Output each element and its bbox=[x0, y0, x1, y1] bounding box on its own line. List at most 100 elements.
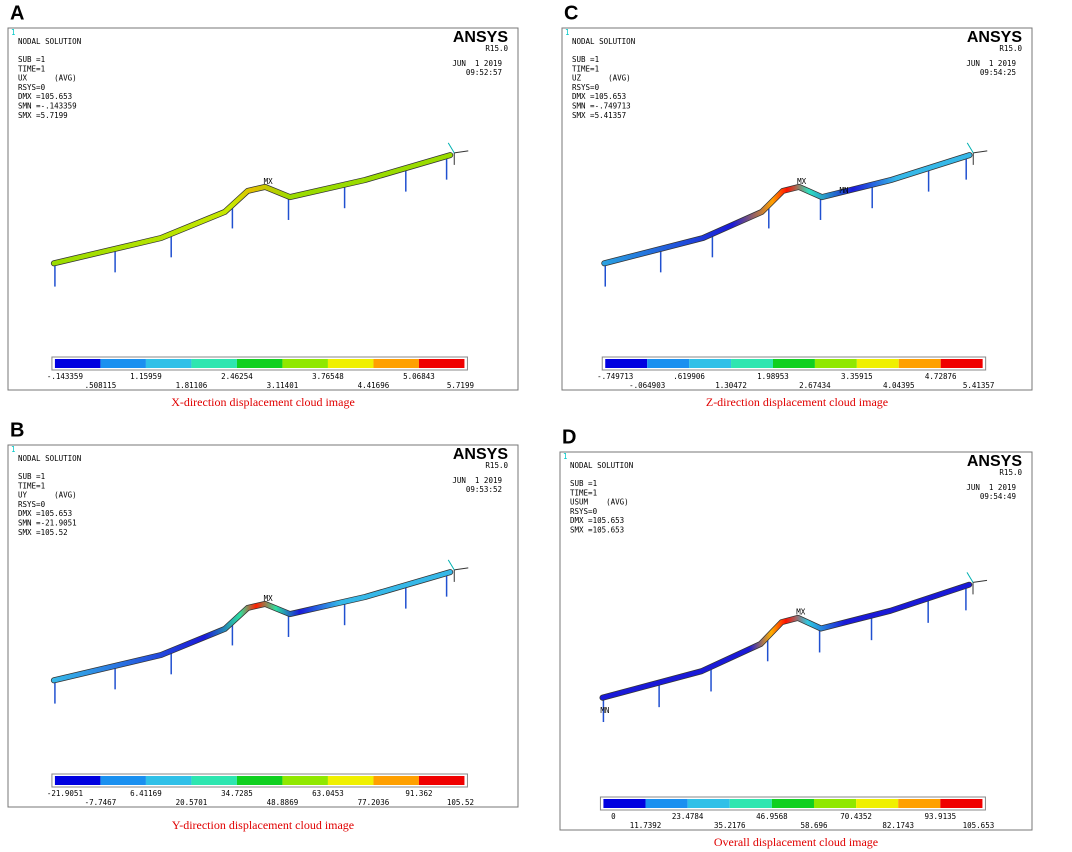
header-line: SUB =1 bbox=[18, 472, 45, 481]
legend-swatch bbox=[729, 799, 772, 808]
time: 09:54:25 bbox=[980, 68, 1016, 77]
triad bbox=[447, 142, 455, 154]
header-line: DMX =105.653 bbox=[570, 516, 624, 525]
legend-swatch bbox=[898, 799, 941, 808]
brand: ANSYS bbox=[453, 29, 508, 46]
legend-swatch bbox=[898, 359, 941, 368]
header-line: DMX =105.653 bbox=[18, 509, 72, 518]
legend-label: 20.5701 bbox=[176, 798, 208, 807]
legend-label: 70.4352 bbox=[840, 812, 872, 821]
legend-label: 1.81106 bbox=[176, 381, 208, 390]
legend-swatch bbox=[100, 359, 146, 368]
panel-letter: C bbox=[564, 2, 578, 24]
legend-label: 63.0453 bbox=[312, 789, 344, 798]
legend-swatch bbox=[940, 359, 983, 368]
legend-label: 82.1743 bbox=[882, 821, 914, 830]
legend-label: 11.7392 bbox=[630, 821, 662, 830]
legend-label: 46.9568 bbox=[756, 812, 788, 821]
panel-letter: A bbox=[10, 2, 24, 24]
date: JUN 1 2019 bbox=[966, 483, 1016, 492]
header-line: USUM (AVG) bbox=[570, 498, 629, 507]
legend-label: -.064903 bbox=[629, 381, 665, 390]
header-line: SMN =-.749713 bbox=[572, 102, 631, 111]
header-line: DMX =105.653 bbox=[18, 92, 72, 101]
header-line: TIME=1 bbox=[572, 64, 599, 73]
legend-frame bbox=[51, 356, 468, 371]
brand: ANSYS bbox=[967, 453, 1022, 470]
legend-swatch bbox=[145, 359, 192, 368]
legend-swatch bbox=[191, 776, 237, 785]
date: JUN 1 2019 bbox=[452, 59, 502, 68]
legend-label: 4.04395 bbox=[883, 381, 915, 390]
header-line: NODAL SOLUTION bbox=[572, 37, 635, 46]
window-number: 1 bbox=[563, 452, 568, 461]
header-line: SMN =-21.9051 bbox=[18, 519, 77, 528]
legend-label: 5.41357 bbox=[963, 381, 995, 390]
beam bbox=[51, 569, 453, 683]
legend-label: 35.2176 bbox=[714, 821, 746, 830]
legend-frame bbox=[51, 773, 468, 788]
legend-swatch bbox=[54, 776, 101, 785]
legend-label: 2.46254 bbox=[221, 372, 253, 381]
legend-frame bbox=[599, 796, 986, 811]
legend-label: 1.98953 bbox=[757, 372, 789, 381]
header-line: SUB =1 bbox=[572, 55, 599, 64]
header-line: NODAL SOLUTION bbox=[570, 461, 633, 470]
window-number: 1 bbox=[11, 28, 16, 37]
legend-label: 23.4784 bbox=[672, 812, 704, 821]
legend-label: -.143359 bbox=[47, 372, 83, 381]
header-line: RSYS=0 bbox=[570, 507, 598, 516]
brand: ANSYS bbox=[453, 446, 508, 463]
legend-label: 105.52 bbox=[447, 798, 474, 807]
window-number: 1 bbox=[565, 28, 570, 37]
legend-swatch bbox=[236, 359, 283, 368]
node-label: MX bbox=[264, 177, 274, 186]
legend-label: 5.06843 bbox=[403, 372, 435, 381]
triad bbox=[973, 150, 988, 154]
version: R15.0 bbox=[485, 44, 508, 53]
legend-label: 3.11401 bbox=[267, 381, 299, 390]
version: R15.0 bbox=[999, 44, 1022, 53]
legend-label: 91.362 bbox=[405, 789, 432, 798]
triad bbox=[972, 579, 988, 583]
version: R15.0 bbox=[999, 468, 1022, 477]
header-line: TIME=1 bbox=[18, 481, 45, 490]
header-line: SMX =5.7199 bbox=[18, 111, 68, 120]
header-line: RSYS=0 bbox=[572, 83, 600, 92]
triad bbox=[966, 142, 974, 154]
header-line: TIME=1 bbox=[570, 488, 597, 497]
legend-swatch bbox=[282, 776, 328, 785]
header-line: RSYS=0 bbox=[18, 500, 46, 509]
viewport bbox=[559, 451, 1033, 831]
legend-label: 93.9135 bbox=[925, 812, 957, 821]
legend-label: 58.696 bbox=[800, 821, 828, 830]
legend-swatch bbox=[771, 799, 814, 808]
triad bbox=[966, 572, 974, 583]
header-line: UX (AVG) bbox=[18, 74, 77, 83]
version: R15.0 bbox=[485, 461, 508, 470]
legend-label: 1.15959 bbox=[130, 372, 162, 381]
legend-swatch bbox=[813, 799, 857, 808]
legend-label: 4.72876 bbox=[925, 372, 957, 381]
legend-label: 0 bbox=[611, 812, 616, 821]
time: 09:54:49 bbox=[980, 492, 1016, 501]
legend-label: 3.35915 bbox=[841, 372, 873, 381]
header-line: UZ (AVG) bbox=[572, 74, 631, 83]
node-label: MX bbox=[264, 594, 274, 603]
panel-letter: B bbox=[10, 419, 24, 441]
legend-label: .508115 bbox=[85, 381, 117, 390]
viewport bbox=[7, 27, 519, 391]
beam bbox=[600, 582, 972, 700]
legend-swatch bbox=[687, 799, 730, 808]
legend-swatch bbox=[856, 359, 899, 368]
panel-letter: D bbox=[562, 426, 576, 448]
legend-swatch bbox=[418, 359, 465, 368]
caption: Z-direction displacement cloud image bbox=[706, 395, 888, 409]
caption: Overall displacement cloud image bbox=[714, 835, 878, 849]
node-label: MN bbox=[839, 186, 848, 195]
legend-label: 77.2036 bbox=[358, 798, 390, 807]
caption: Y-direction displacement cloud image bbox=[172, 818, 354, 832]
legend-swatch bbox=[100, 776, 146, 785]
header-line: SMX =105.653 bbox=[570, 526, 624, 535]
